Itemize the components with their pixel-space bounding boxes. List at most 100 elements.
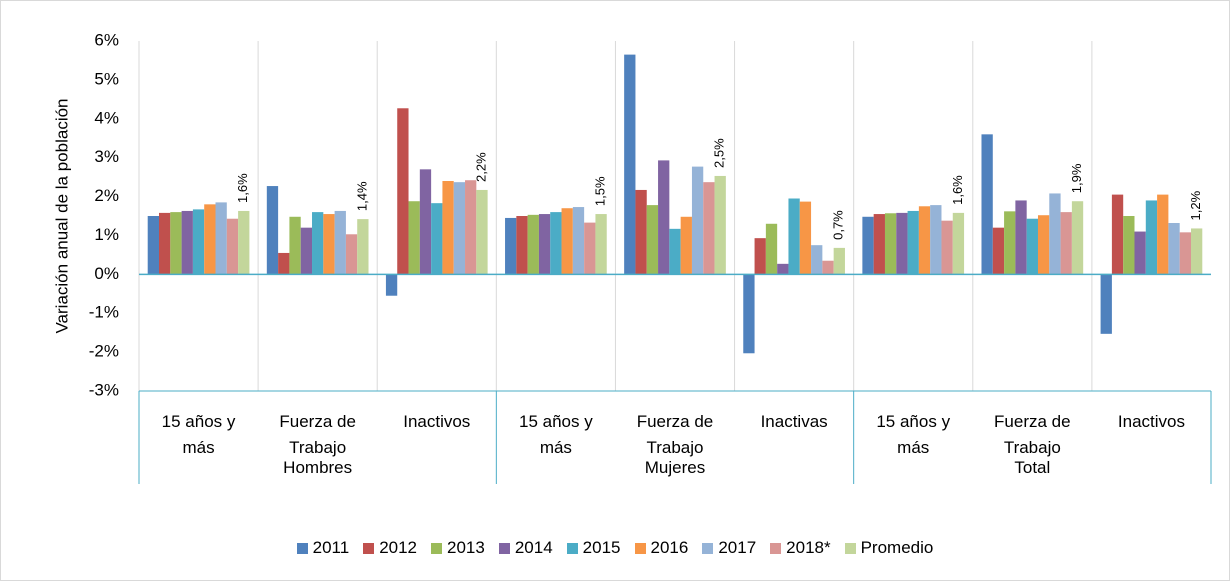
bar [952,212,965,275]
bar [289,216,301,275]
bar [788,198,800,275]
legend-label: 2015 [582,538,621,557]
bar [1060,212,1072,275]
bar [238,210,250,275]
bar [918,206,931,275]
bar [1123,216,1135,275]
bar [453,182,466,275]
data-label: 2,5% [712,138,727,168]
bar [595,214,607,275]
y-tick-label: 5% [94,69,119,88]
bar [419,169,432,275]
legend: 2011 2012 2013 2014 2015 2016 2017 2018* Promedi… [1,538,1229,558]
legend-item: 2013 [431,538,485,558]
bar [215,202,227,275]
bar [703,182,715,275]
bar [907,210,919,275]
bar [833,247,845,275]
bar [204,204,216,275]
bar [873,214,885,275]
bar [896,212,908,275]
x-tick-label: Fuerza de Trabajo [994,412,1071,457]
bar [1004,211,1016,275]
y-axis-title: Variación anual de la población [52,98,71,333]
bar [1026,218,1038,275]
y-tick-label: 0% [94,264,119,283]
bar [691,166,704,275]
legend-swatch [634,542,646,554]
legend-item: 2012 [363,538,417,558]
bar [170,212,182,275]
bar [334,210,346,275]
bar [799,201,812,275]
legend-swatch [844,542,856,554]
bar [385,274,398,296]
legend-label: 2017 [718,538,757,557]
legend-label: 2014 [514,538,553,557]
y-tick-label: 6% [94,30,119,49]
group-label: Hombres [283,458,353,477]
x-tick-label: Fuerza de Trabajo [279,412,356,457]
bar [680,216,692,275]
bar [465,180,477,275]
bar [624,54,636,275]
bar [192,209,205,275]
group-label: Mujeres [644,458,706,477]
bar [992,227,1005,275]
bar [584,222,596,275]
bar [357,219,369,275]
legend-swatch [363,542,375,554]
bar [658,160,670,275]
data-label: 1,2% [1188,190,1203,220]
bar [312,212,324,275]
legend-label: 2012 [379,538,418,557]
bar [1100,274,1112,334]
y-tick-label: 3% [94,147,119,166]
bar [572,207,585,275]
bar [1134,231,1146,275]
data-label: 1,6% [950,175,965,205]
bar [1157,194,1169,275]
y-tick-label: 1% [94,225,119,244]
bar [442,181,454,275]
x-tick-label: 15 años y más [876,412,951,457]
x-tick-label: Inactivos [403,412,471,431]
data-label: 1,9% [1069,163,1084,193]
bar [1037,215,1050,275]
legend-item: 2015 [566,538,621,558]
bar [147,216,160,275]
bar [1071,201,1084,275]
legend-item: 2018* [770,538,831,558]
bar [669,228,681,275]
group-label: Total [1014,458,1051,477]
legend-item: 2017 [702,538,756,558]
bar [323,214,335,275]
bar [561,208,573,275]
y-tick-label: 2% [94,186,119,205]
bar [646,205,659,275]
legend-label: 2011 [312,538,350,557]
legend-label: 2018* [786,538,831,557]
data-label: 1,4% [354,181,369,211]
x-tick-label: Inactivas [760,412,828,431]
legend-label: 2016 [650,538,689,557]
bar [765,223,778,275]
bar [743,274,755,354]
legend-item: 2014 [498,538,553,558]
bar [1145,200,1158,275]
bar [884,213,897,275]
x-tick-label: 15 años y más [519,412,593,457]
bar [408,201,420,275]
bar [516,216,528,275]
bar [930,205,942,275]
legend-swatch [770,542,782,554]
legend-swatch [498,542,510,554]
bar [981,134,993,275]
bar [159,212,171,275]
data-label: 1,6% [235,173,250,203]
bar [1015,200,1027,275]
bar [538,214,551,275]
bar [811,245,823,275]
